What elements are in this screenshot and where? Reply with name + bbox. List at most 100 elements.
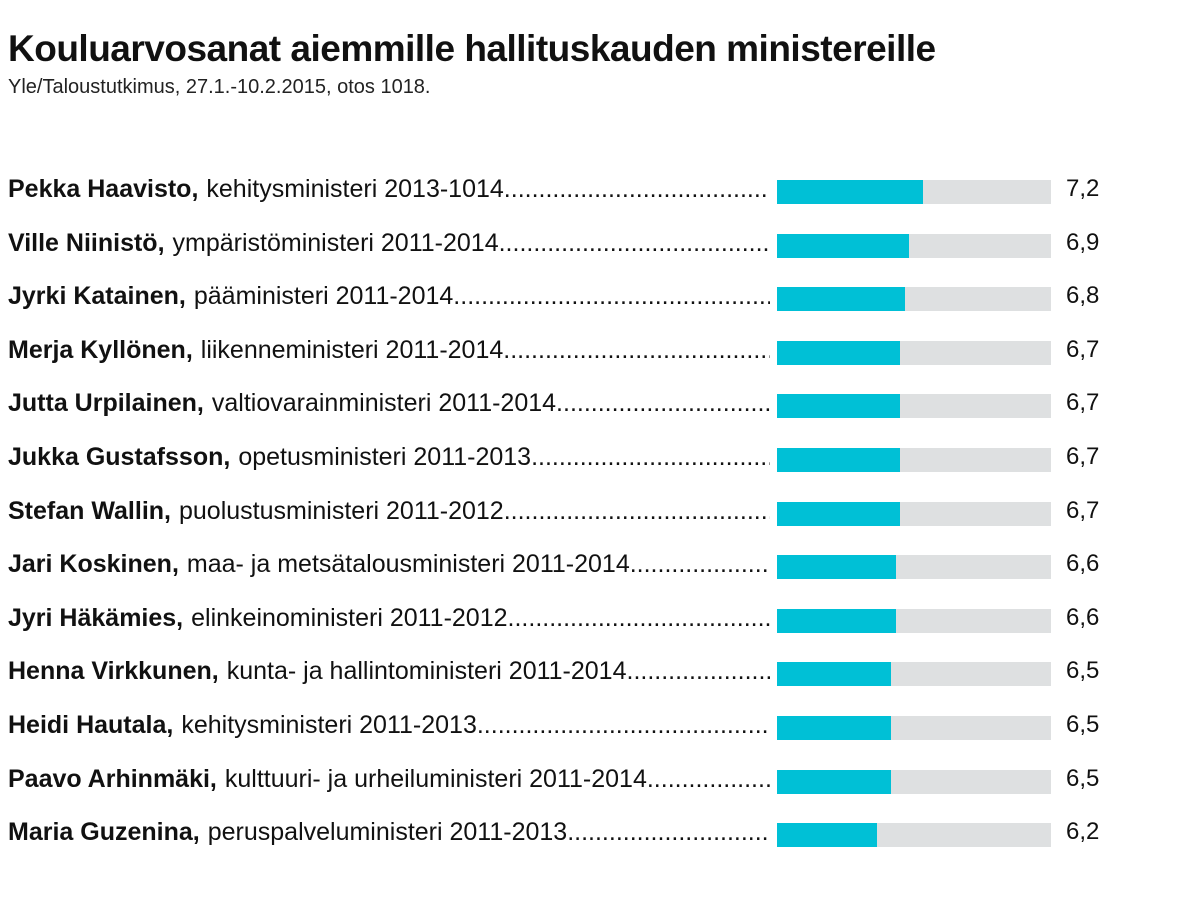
minister-role: ympäristöministeri 2011-2014	[172, 229, 499, 257]
row-label: Jyrki Katainen, pääministeri 2011-2014	[8, 282, 770, 316]
row-label: Stefan Wallin, puolustusministeri 2011-20…	[8, 497, 770, 531]
minister-role: opetusministeri 2011-2013	[238, 443, 532, 471]
minister-name: Paavo Arhinmäki,	[8, 765, 217, 793]
bar	[777, 448, 900, 472]
minister-name: Jyrki Katainen,	[8, 282, 186, 310]
bar-track	[777, 234, 1051, 258]
row-label: Ville Niinistö, ympäristöministeri 2011-2…	[8, 229, 770, 263]
minister-name: Pekka Haavisto,	[8, 175, 199, 203]
chart-row: Ville Niinistö, ympäristöministeri 2011-2…	[0, 219, 1199, 272]
minister-role: liikenneministeri 2011-2014	[200, 336, 504, 364]
value-label: 7,2	[1066, 175, 1100, 202]
value-label: 6,6	[1066, 550, 1100, 577]
chart-row: Stefan Wallin, puolustusministeri 2011-20…	[0, 487, 1199, 540]
bar	[777, 609, 896, 633]
bar	[777, 234, 909, 258]
bar-track	[777, 180, 1051, 204]
chart-row: Jari Koskinen, maa- ja metsätalousministe…	[0, 540, 1199, 593]
chart-row: Henna Virkkunen, kunta- ja hallintominist…	[0, 647, 1199, 700]
bar	[777, 287, 905, 311]
dot-leader	[503, 336, 770, 365]
dot-leader	[567, 818, 770, 847]
dot-leader	[504, 175, 770, 204]
chart-subtitle: Yle/Taloustutkimus, 27.1.-10.2.2015, oto…	[8, 76, 431, 98]
value-label: 6,7	[1066, 497, 1100, 524]
chart-row: Jyrki Katainen,pääministeri 2011-2014 6,8	[0, 272, 1199, 325]
row-label: Henna Virkkunen, kunta- ja hallintominist…	[8, 657, 770, 691]
bar	[777, 502, 900, 526]
minister-name: Jari Koskinen,	[8, 550, 179, 578]
dot-leader	[499, 229, 770, 258]
value-label: 6,5	[1066, 711, 1100, 738]
value-label: 6,5	[1066, 765, 1100, 792]
minister-role: elinkeinoministeri 2011-2012	[191, 604, 508, 632]
row-label: Heidi Hautala, kehitysministeri 2011-2013	[8, 711, 770, 745]
dot-leader	[556, 389, 770, 418]
value-label: 6,9	[1066, 229, 1100, 256]
minister-role: kunta- ja hallintoministeri 2011-2014	[226, 657, 627, 685]
bar-track	[777, 662, 1051, 686]
bar-track	[777, 448, 1051, 472]
dot-leader	[627, 657, 771, 686]
chart-row: Merja Kyllönen, liikenneministeri 2011-20…	[0, 326, 1199, 379]
dot-leader	[531, 443, 770, 472]
value-label: 6,2	[1066, 818, 1100, 845]
minister-name: Jyri Häkämies,	[8, 604, 184, 632]
minister-role: valtiovarainministeri 2011-2014	[211, 389, 557, 417]
dot-leader	[504, 497, 770, 526]
bar	[777, 555, 896, 579]
bar	[777, 823, 877, 847]
row-label: Jutta Urpilainen, valtiovarainministeri 2…	[8, 389, 770, 423]
row-label: Jukka Gustafsson, opetusministeri 2011-20…	[8, 443, 770, 477]
minister-role: puolustusministeri 2011-2012	[178, 497, 504, 525]
bar-track	[777, 502, 1051, 526]
row-label: Jari Koskinen, maa- ja metsätalousministe…	[8, 550, 770, 584]
bar	[777, 394, 900, 418]
chart-row: Maria Guzenina, peruspalveluministeri 201…	[0, 808, 1199, 861]
minister-role: maa- ja metsätalousministeri 2011-2014	[186, 550, 630, 578]
bar	[777, 180, 923, 204]
row-label: Jyri Häkämies, elinkeinoministeri 2011-20…	[8, 604, 770, 638]
minister-name: Merja Kyllönen,	[8, 336, 193, 364]
minister-name: Jukka Gustafsson,	[8, 443, 231, 471]
bar	[777, 770, 891, 794]
chart-row: Jukka Gustafsson, opetusministeri 2011-20…	[0, 433, 1199, 486]
minister-role: kehitysministeri 2011-2013	[181, 711, 477, 739]
bar-track	[777, 394, 1051, 418]
bar-track	[777, 609, 1051, 633]
bar-track	[777, 341, 1051, 365]
row-label: Paavo Arhinmäki, kulttuuri- ja urheilumin…	[8, 765, 770, 799]
value-label: 6,7	[1066, 389, 1100, 416]
row-label: Merja Kyllönen, liikenneministeri 2011-20…	[8, 336, 770, 370]
value-label: 6,5	[1066, 657, 1100, 684]
chart-title: Kouluarvosanat aiemmille hallituskauden …	[8, 28, 936, 69]
bar	[777, 662, 891, 686]
bar	[777, 341, 900, 365]
minister-name: Heidi Hautala,	[8, 711, 174, 739]
value-label: 6,7	[1066, 443, 1100, 470]
dot-leader	[508, 604, 770, 633]
value-label: 6,6	[1066, 604, 1100, 631]
chart-row: Heidi Hautala, kehitysministeri 2011-2013…	[0, 701, 1199, 754]
minister-name: Henna Virkkunen,	[8, 657, 219, 685]
bar-track	[777, 555, 1051, 579]
minister-name: Maria Guzenina,	[8, 818, 200, 846]
bar-track	[777, 770, 1051, 794]
chart-row: Pekka Haavisto, kehitysministeri 2013-101…	[0, 165, 1199, 218]
minister-name: Ville Niinistö,	[8, 229, 165, 257]
bar	[777, 716, 891, 740]
chart-row: Jyri Häkämies, elinkeinoministeri 2011-20…	[0, 594, 1199, 647]
minister-role: peruspalveluministeri 2011-2013	[207, 818, 568, 846]
row-label: Pekka Haavisto, kehitysministeri 2013-101…	[8, 175, 770, 209]
dot-leader	[630, 550, 770, 579]
chart-row: Jutta Urpilainen, valtiovarainministeri 2…	[0, 379, 1199, 432]
value-label: 6,7	[1066, 336, 1100, 363]
minister-name: Jutta Urpilainen,	[8, 389, 204, 417]
chart-row: Paavo Arhinmäki, kulttuuri- ja urheilumin…	[0, 755, 1199, 808]
dot-leader	[477, 711, 770, 740]
bar-track	[777, 716, 1051, 740]
bar-track	[777, 823, 1051, 847]
minister-name: Stefan Wallin,	[8, 497, 171, 525]
bar-track	[777, 287, 1051, 311]
row-label: Maria Guzenina, peruspalveluministeri 201…	[8, 818, 770, 852]
